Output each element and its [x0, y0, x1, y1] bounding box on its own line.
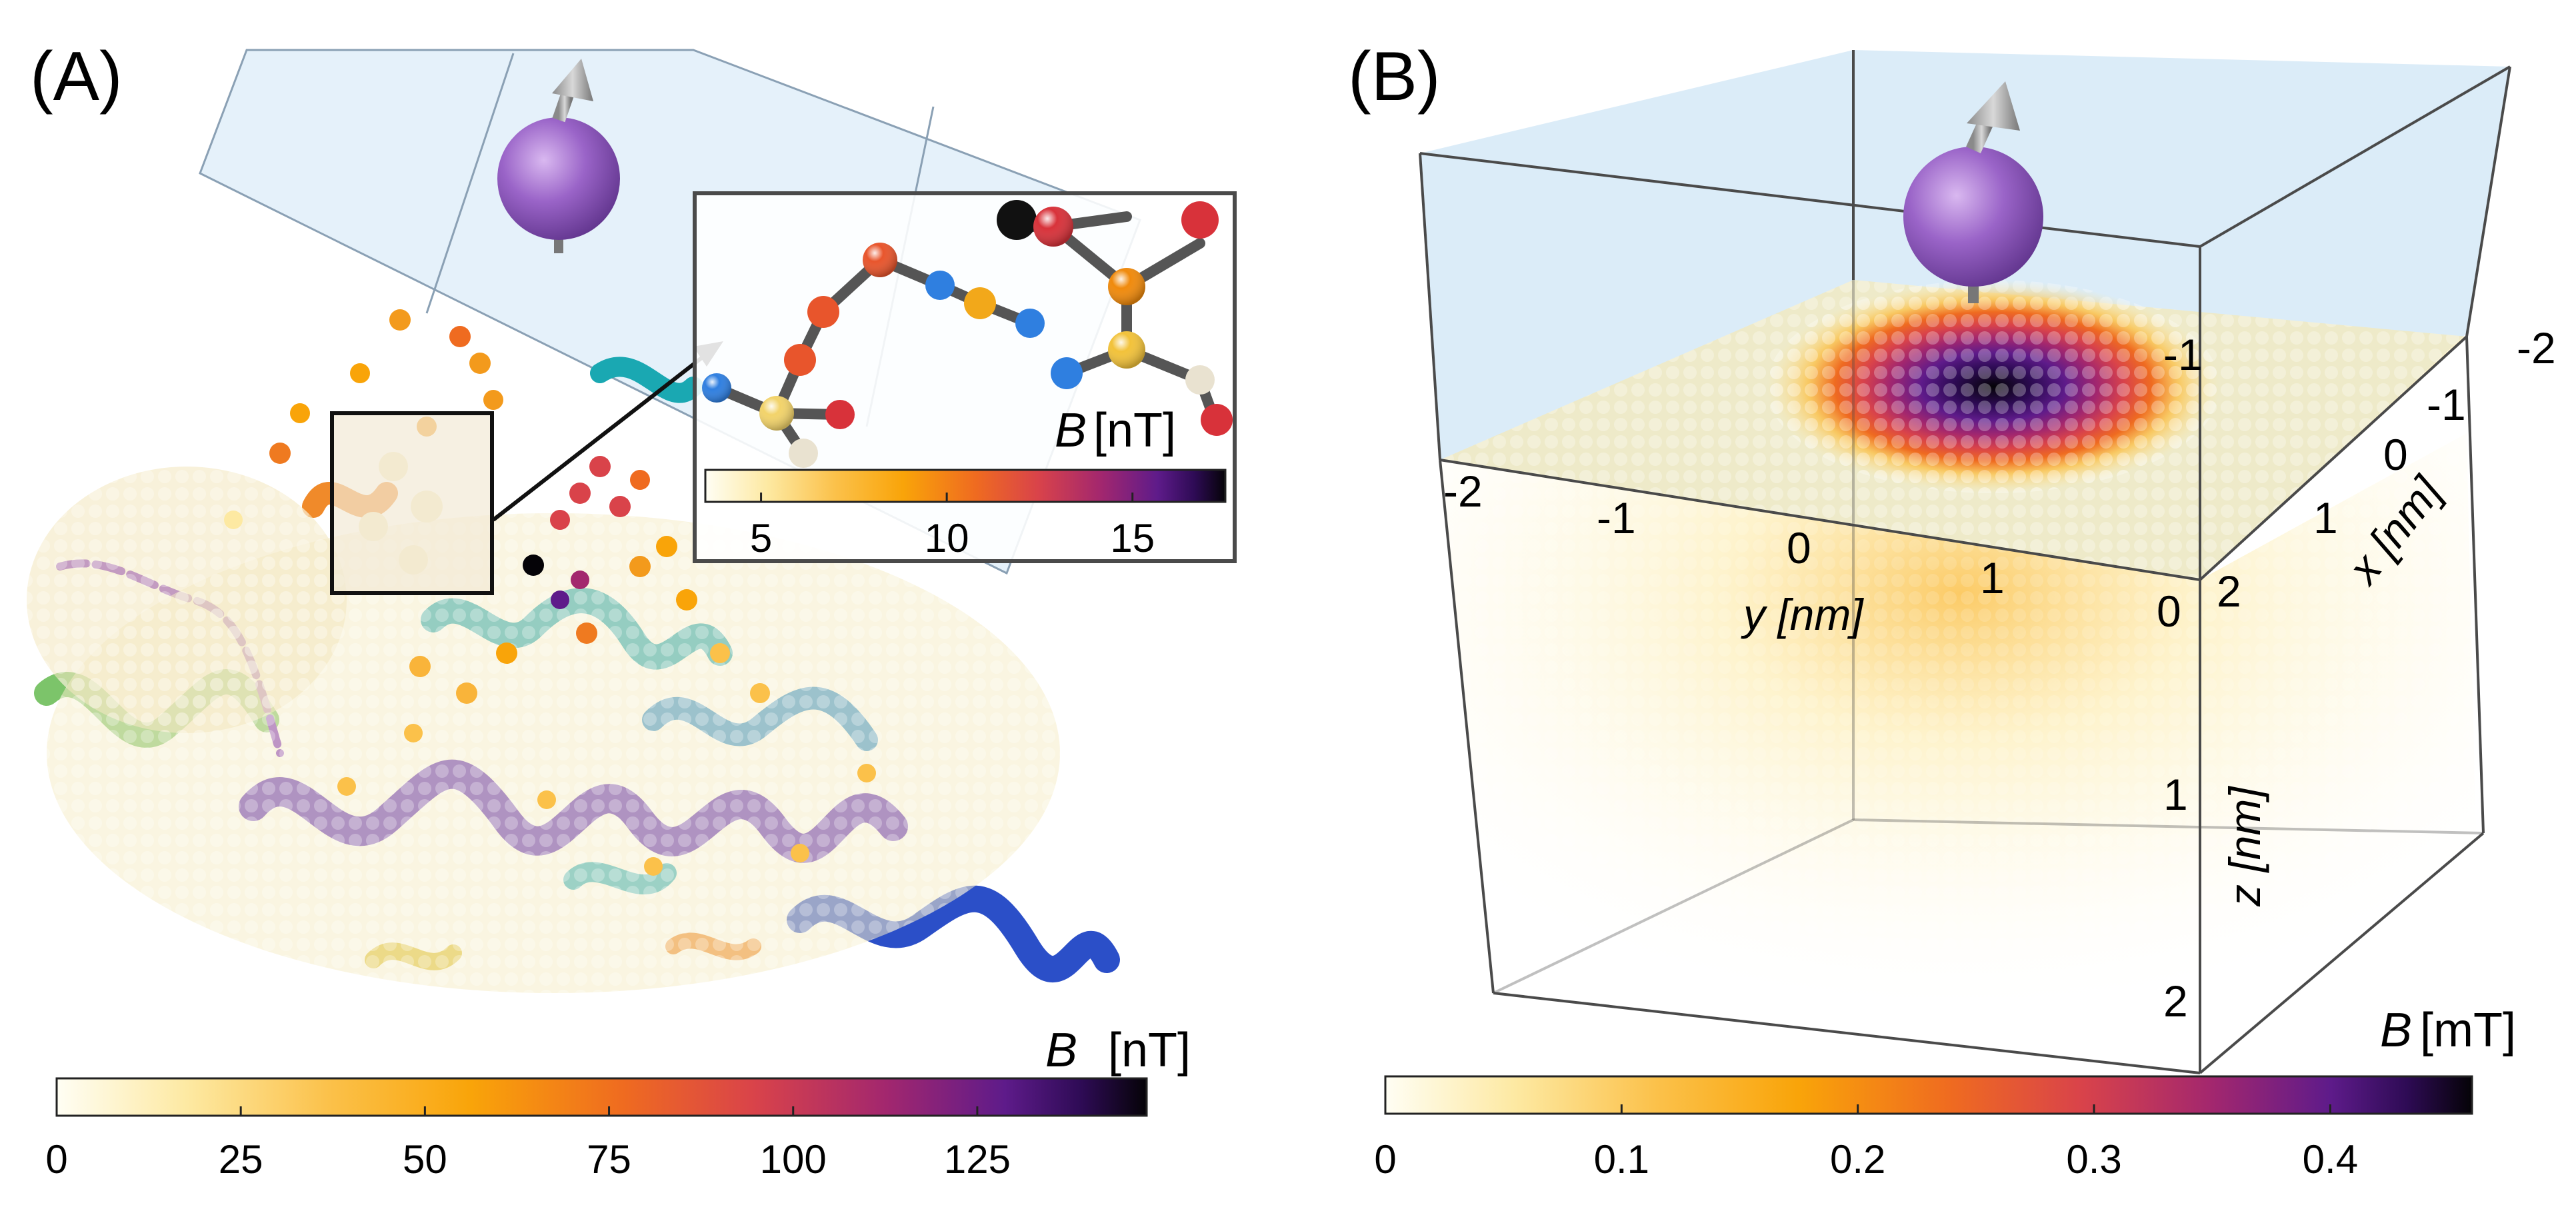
z-axis-label: z [nm]	[2220, 786, 2269, 907]
nv-spin-icon-b	[1903, 81, 2043, 303]
panel-b: (B)	[1348, 38, 2556, 1182]
colorbar-tick-label: 5	[750, 516, 772, 561]
inset-colorbar-gradient	[704, 469, 1227, 503]
colorbar-tick-label: 0.2	[1830, 1137, 1885, 1182]
field-volume-texture	[1440, 433, 2480, 1073]
colorbar-tick-label: 125	[944, 1137, 1011, 1182]
y-axis: -2 -1 0 1 0 y [nm]	[1443, 467, 2181, 639]
inset-colorbar-ticks: 5 10 15	[750, 493, 1155, 561]
nv-spin-icon	[497, 59, 620, 253]
colorbar-tick-label: 0.3	[2066, 1137, 2121, 1182]
colorbar-tick-label: 50	[403, 1137, 447, 1182]
colorbar-a-gradient	[55, 1077, 1148, 1117]
y-tick: 1	[1980, 553, 2005, 603]
panel-b-label: (B)	[1348, 38, 1441, 115]
colorbar-tick-label: 0	[1374, 1137, 1396, 1182]
y-tick: -1	[1597, 493, 1636, 543]
colorbar-b-unit: [mT]	[2420, 1004, 2516, 1057]
colorbar-b-ticks: 0 0.1 0.2 0.3 0.4	[1374, 1104, 2358, 1182]
z-tick: -1	[2163, 330, 2203, 379]
slab-edge	[425, 53, 515, 314]
inset-colorbar: B [nT] 5 10 15	[704, 404, 1227, 561]
hot-atoms	[224, 309, 876, 876]
zoom-selection	[330, 341, 723, 595]
protein-atoms	[27, 467, 1060, 993]
panel-a: (A)	[27, 38, 1237, 1182]
colorbar-b: B [mT] 0 0.1 0.2 0.3 0.4	[1374, 1004, 2516, 1182]
y-tick: 0	[2157, 587, 2181, 636]
colorbar-a: B [nT] 0 25 50 75 100 125	[45, 1024, 1191, 1182]
colorbar-tick-label: 0.1	[1594, 1137, 1649, 1182]
z-axis: -1 1 2 z [nm]	[2163, 330, 2269, 1026]
colorbar-b-gradient	[1384, 1075, 2473, 1115]
colorbar-tick-label: 0	[45, 1137, 67, 1182]
inset-colorbar-variable: B	[1055, 404, 1087, 457]
inset-colorbar-unit: [nT]	[1093, 404, 1176, 457]
colorbar-b-variable: B	[2380, 1004, 2412, 1057]
field-hotspot-dots	[1767, 280, 2220, 493]
x-tick: 2	[2217, 567, 2241, 616]
inset-molecule: B [nT] 5 10 15	[693, 191, 1237, 563]
z-tick: 2	[2163, 976, 2188, 1026]
x-tick: -1	[2427, 380, 2466, 429]
x-tick: 1	[2313, 493, 2338, 543]
colorbar-tick-label: 15	[1110, 516, 1155, 561]
box-edges	[1419, 50, 2511, 1074]
y-tick: 0	[1787, 523, 1811, 573]
x-tick: 0	[2383, 430, 2408, 479]
colorbar-a-ticks: 0 25 50 75 100 125	[45, 1106, 1011, 1182]
colorbar-tick-label: 25	[219, 1137, 263, 1182]
molecule-atoms	[702, 200, 1233, 468]
colorbar-tick-label: 100	[760, 1137, 827, 1182]
panel-a-label: (A)	[30, 38, 123, 115]
z-tick: 1	[2163, 770, 2188, 819]
y-tick: -2	[1443, 467, 1483, 516]
colorbar-tick-label: 10	[925, 516, 969, 561]
y-axis-label: y [nm]	[1741, 590, 1864, 639]
colorbar-tick-label: 75	[587, 1137, 631, 1182]
x-tick: -2	[2517, 323, 2556, 373]
colorbar-a-variable: B	[1045, 1024, 1077, 1077]
colorbar-tick-label: 0.4	[2303, 1137, 2358, 1182]
colorbar-a-unit: [nT]	[1108, 1024, 1191, 1077]
